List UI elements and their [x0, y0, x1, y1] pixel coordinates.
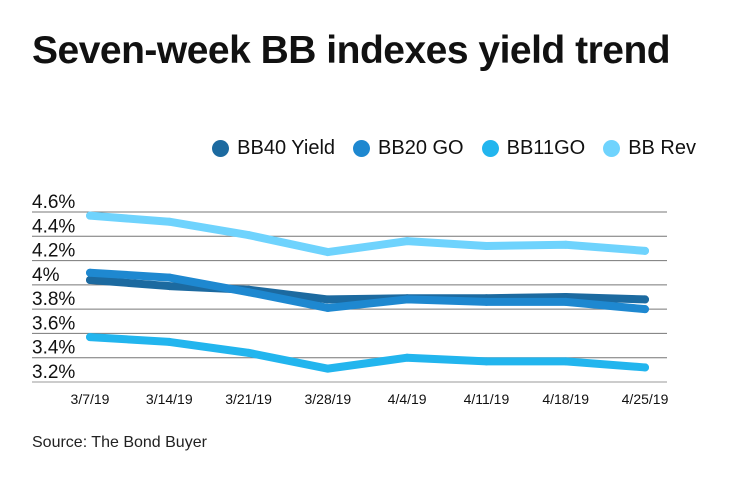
legend-label: BB Rev	[628, 137, 696, 159]
x-tick-label: 3/14/19	[146, 391, 193, 407]
data-point	[244, 348, 253, 357]
data-point	[244, 288, 253, 297]
data-point	[86, 333, 94, 342]
legend-item: BB Rev	[603, 137, 696, 160]
x-tick-label: 4/18/19	[542, 391, 589, 407]
legend-label: BB11GO	[506, 137, 586, 159]
y-tick-label: 3.2%	[32, 362, 75, 383]
data-point	[561, 240, 570, 249]
x-tick-label: 4/11/19	[464, 391, 510, 407]
series-line-bb11go	[86, 333, 649, 373]
legend-item: BB40 Yield	[212, 137, 335, 160]
y-tick-label: 4.4%	[32, 216, 75, 237]
legend-label: BB20 GO	[378, 137, 464, 159]
source-note: Source: The Bond Buyer	[32, 434, 207, 451]
legend-swatch	[212, 140, 230, 157]
y-tick-label: 4%	[32, 265, 60, 286]
x-tick-label: 4/25/19	[622, 391, 669, 407]
legend-item: BB20 GO	[353, 137, 464, 160]
series-line-bb40-yield	[86, 276, 649, 304]
y-tick-label: 3.4%	[32, 338, 75, 359]
data-point	[86, 211, 94, 220]
data-point	[482, 297, 491, 306]
data-point	[244, 231, 253, 240]
x-tick-label: 3/21/19	[225, 391, 272, 407]
y-tick-label: 4.2%	[32, 241, 75, 262]
legend-swatch	[481, 140, 499, 157]
data-point	[403, 237, 412, 246]
data-point	[323, 364, 332, 373]
data-point	[323, 295, 332, 304]
legend-swatch	[353, 140, 371, 157]
data-point	[403, 295, 412, 304]
x-tick-label: 4/4/19	[388, 391, 427, 407]
data-point	[165, 282, 174, 291]
x-tick-label: 3/7/19	[71, 391, 110, 407]
data-point	[482, 242, 491, 250]
legend-item: BB11GO	[481, 137, 586, 160]
data-point	[165, 337, 174, 346]
y-tick-label: 3.8%	[32, 289, 75, 310]
data-point	[403, 353, 412, 362]
data-point	[165, 217, 174, 226]
series-line-bb20-go	[86, 268, 649, 314]
data-point	[323, 248, 332, 257]
data-point	[86, 268, 94, 277]
legend-swatch	[603, 140, 621, 157]
x-tick-label: 3/28/19	[304, 391, 351, 407]
data-point	[165, 273, 174, 282]
data-point	[641, 295, 649, 304]
chart-title: Seven-week BB indexes yield trend	[32, 29, 671, 72]
data-point	[86, 276, 94, 284]
data-point	[482, 357, 491, 366]
y-tick-label: 3.6%	[32, 313, 75, 334]
legend-label: BB40 Yield	[237, 137, 336, 159]
data-point	[641, 363, 649, 372]
y-tick-label: 4.6%	[32, 192, 75, 213]
data-point	[641, 305, 649, 314]
data-point	[561, 297, 570, 306]
data-point	[561, 357, 570, 366]
data-point	[323, 303, 332, 312]
data-point	[641, 246, 649, 255]
legend: BB40 Yield BB20 GO BB11GO BB Rev	[212, 137, 696, 160]
series-line-bb-rev	[86, 211, 649, 257]
